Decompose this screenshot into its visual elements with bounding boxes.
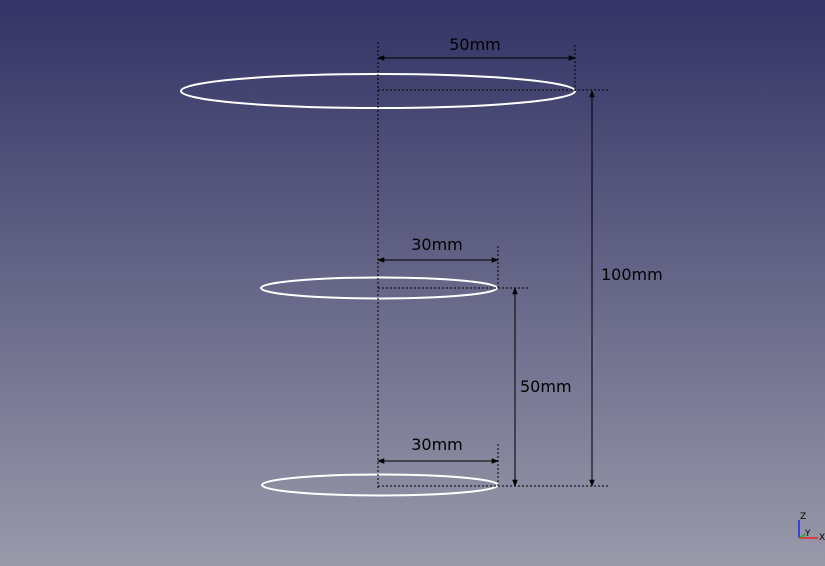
middle-radius-dimension[interactable]: 30mm — [377, 235, 530, 289]
z-axis-label: Z — [800, 512, 806, 522]
total-height-dimension[interactable]: 100mm — [589, 90, 663, 487]
axis-indicator: Z Y X — [798, 512, 825, 543]
middle-circle[interactable] — [260, 276, 498, 300]
bottom-radius-dimension[interactable]: 30mm — [377, 435, 610, 487]
bottom-radius-label: 30mm — [411, 435, 463, 454]
y-axis-label: Y — [804, 529, 811, 539]
y-axis-line — [798, 533, 807, 539]
lower-height-label: 50mm — [520, 377, 572, 396]
total-height-label: 100mm — [601, 265, 663, 284]
top-radius-dimension[interactable]: 50mm — [377, 35, 610, 91]
x-axis-label: X — [819, 533, 825, 543]
top-radius-label: 50mm — [449, 35, 501, 54]
bottom-circle[interactable] — [261, 473, 499, 497]
lower-height-dimension[interactable]: 50mm — [512, 287, 572, 487]
middle-radius-label: 30mm — [411, 235, 463, 254]
